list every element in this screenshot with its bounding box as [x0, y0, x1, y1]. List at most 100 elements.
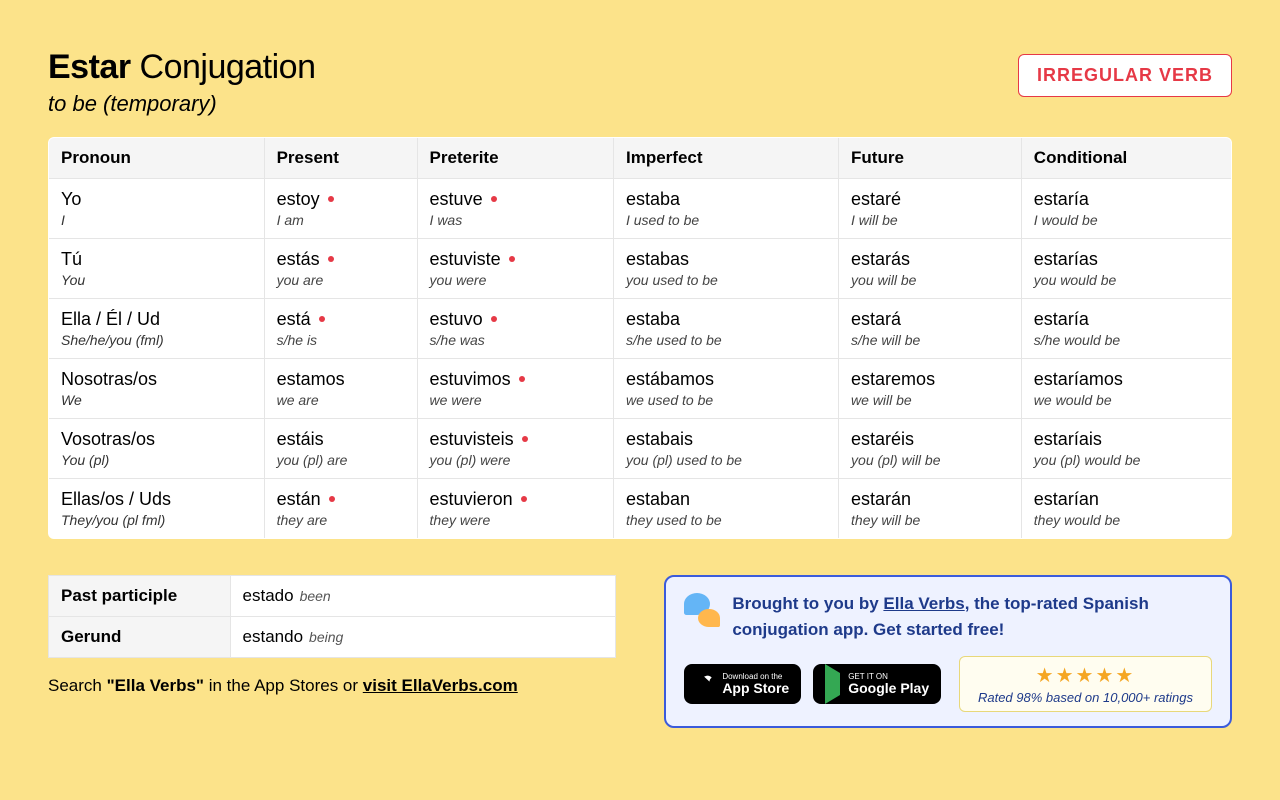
conjugated-word: estaba: [626, 309, 680, 330]
promo-text: Brought to you by Ella Verbs, the top-ra…: [732, 591, 1212, 642]
visit-link[interactable]: visit EllaVerbs.com: [363, 676, 518, 695]
conjugated-word: estarán: [851, 489, 911, 510]
participle-label: Gerund: [49, 617, 231, 658]
word-gloss: you (pl) would be: [1034, 452, 1219, 468]
irregular-dot-icon: [491, 316, 497, 322]
google-play-button[interactable]: GET IT ON Google Play: [813, 664, 941, 704]
conjugation-cell: estásyou are: [264, 239, 417, 299]
ellaverbs-link[interactable]: Ella Verbs: [883, 594, 964, 613]
google-play-icon: [825, 673, 840, 696]
conjugated-word: estará: [851, 309, 901, 330]
ellaverbs-logo-icon: [684, 591, 720, 627]
conjugated-word: estamos: [277, 369, 345, 390]
conjugation-cell: estabaisyou (pl) used to be: [613, 419, 838, 479]
conjugation-cell: estuvieron they were: [417, 479, 613, 539]
conjugated-word: estarás: [851, 249, 910, 270]
conjugation-cell: estaríais you (pl) would be: [1021, 419, 1231, 479]
conjugated-word: estarían: [1034, 489, 1099, 510]
conjugation-cell: estuvisteyou were: [417, 239, 613, 299]
word-gloss: we would be: [1034, 392, 1219, 408]
conjugated-word: estás: [277, 249, 334, 270]
conjugation-cell: estaríaI would be: [1021, 179, 1231, 239]
table-row: TúYouestásyou areestuvisteyou were estaba…: [49, 239, 1232, 299]
conjugation-cell: estabanthey used to be: [613, 479, 838, 539]
page-title: Estar Conjugation: [48, 48, 316, 87]
conjugation-cell: estarán they will be: [839, 479, 1022, 539]
promo-box: Brought to you by Ella Verbs, the top-ra…: [664, 575, 1232, 728]
pronoun: Nosotras/os: [61, 369, 252, 390]
conjugated-word: estaríamos: [1034, 369, 1123, 390]
table-row: YoIestoyI amestuveI wasestabaI used to b…: [49, 179, 1232, 239]
conjugation-cell: estábamos we used to be: [613, 359, 838, 419]
pronoun-cell: Ella / Él / Ud She/he/you (fml): [49, 299, 265, 359]
participle-value: estandobeing: [230, 617, 616, 658]
pronoun-gloss: She/he/you (fml): [61, 332, 252, 348]
word-gloss: they used to be: [626, 512, 826, 528]
pronoun-gloss: You (pl): [61, 452, 252, 468]
word-gloss: you used to be: [626, 272, 826, 288]
conjugation-cell: estará s/he will be: [839, 299, 1022, 359]
conjugated-word: estuvieron: [430, 489, 527, 510]
word-gloss: you would be: [1034, 272, 1219, 288]
conjugated-word: estaríais: [1034, 429, 1102, 450]
conjugation-cell: estuvos/he was: [417, 299, 613, 359]
participle-value: estadobeen: [230, 576, 616, 617]
column-header: Conditional: [1021, 138, 1231, 179]
conjugation-cell: estaríasyou would be: [1021, 239, 1231, 299]
word-gloss: they would be: [1034, 512, 1219, 528]
conjugated-word: estaremos: [851, 369, 935, 390]
pronoun-cell: Vosotras/osYou (pl): [49, 419, 265, 479]
irregular-dot-icon: [522, 436, 528, 442]
word-gloss: you were: [430, 272, 601, 288]
column-header: Pronoun: [49, 138, 265, 179]
word-gloss: I was: [430, 212, 601, 228]
conjugated-word: estabas: [626, 249, 689, 270]
participle-gloss: been: [300, 588, 331, 604]
table-row: Nosotras/osWeestamoswe areestuvimoswe we…: [49, 359, 1232, 419]
conjugation-cell: estuveI was: [417, 179, 613, 239]
pronoun: Ellas/os / Uds: [61, 489, 252, 510]
pronoun: Yo: [61, 189, 252, 210]
conjugation-table: PronounPresentPreteriteImperfectFutureCo…: [48, 137, 1232, 539]
irregular-dot-icon: [509, 256, 515, 262]
word-gloss: you (pl) are: [277, 452, 405, 468]
rating-box: ★★★★★ Rated 98% based on 10,000+ ratings: [959, 656, 1212, 712]
word-gloss: they will be: [851, 512, 1009, 528]
irregular-dot-icon: [319, 316, 325, 322]
participle-row: Gerundestandobeing: [49, 617, 616, 658]
pronoun: Ella / Él / Ud: [61, 309, 252, 330]
table-row: Ella / Él / Ud She/he/you (fml) estás/he i…: [49, 299, 1232, 359]
pronoun-gloss: They/you (pl fml): [61, 512, 252, 528]
app-store-button[interactable]: Download on the App Store: [684, 664, 801, 704]
conjugation-cell: estarían they would be: [1021, 479, 1231, 539]
conjugation-cell: estabaI used to be: [613, 179, 838, 239]
conjugation-cell: estás/he is: [264, 299, 417, 359]
conjugated-word: estábamos: [626, 369, 714, 390]
conjugated-word: estuvisteis: [430, 429, 528, 450]
word-gloss: we used to be: [626, 392, 826, 408]
stars-icon: ★★★★★: [978, 663, 1193, 688]
irregular-badge: IRREGULAR VERB: [1018, 54, 1232, 97]
pronoun-cell: TúYou: [49, 239, 265, 299]
conjugated-word: está: [277, 309, 325, 330]
conjugation-cell: estaréisyou (pl) will be: [839, 419, 1022, 479]
word-gloss: you (pl) used to be: [626, 452, 826, 468]
column-header: Future: [839, 138, 1022, 179]
title-suffix: Conjugation: [140, 48, 316, 86]
word-gloss: I will be: [851, 212, 1009, 228]
word-gloss: s/he will be: [851, 332, 1009, 348]
pronoun: Tú: [61, 249, 252, 270]
word-gloss: I used to be: [626, 212, 826, 228]
conjugated-word: estáis: [277, 429, 324, 450]
conjugation-cell: estabas/he used to be: [613, 299, 838, 359]
word-gloss: they were: [430, 512, 601, 528]
word-gloss: I am: [277, 212, 405, 228]
conjugation-cell: estamoswe are: [264, 359, 417, 419]
search-note: Search "Ella Verbs" in the App Stores or…: [48, 676, 616, 696]
pronoun-gloss: We: [61, 392, 252, 408]
word-gloss: s/he was: [430, 332, 601, 348]
conjugation-cell: estaréI will be: [839, 179, 1022, 239]
pronoun-gloss: I: [61, 212, 252, 228]
word-gloss: I would be: [1034, 212, 1219, 228]
rating-text: Rated 98% based on 10,000+ ratings: [978, 690, 1193, 705]
